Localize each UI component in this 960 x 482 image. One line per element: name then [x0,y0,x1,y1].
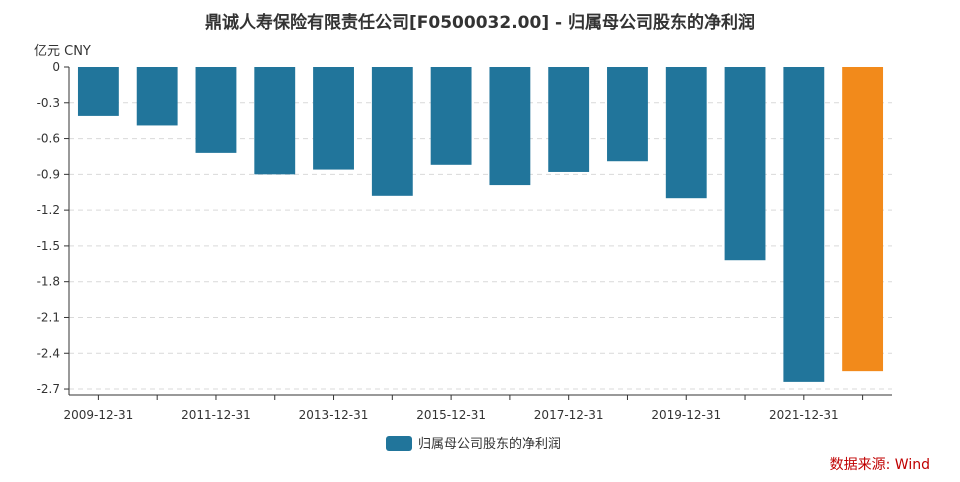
bar-series [77,67,884,382]
bar-2018-12-31 [607,67,648,162]
bar-2022-12-31 [842,67,884,372]
y-tick-label: -2.1 [37,310,60,324]
y-tick-label: -2.4 [37,346,60,360]
legend-label: 归属母公司股东的净利润 [418,436,561,452]
bar-2015-12-31 [430,67,472,165]
y-tick-label: -0.3 [37,96,60,110]
bar-2017-12-31 [548,67,590,172]
legend-swatch [386,436,412,451]
x-tick-label: 2011-12-31 [181,408,251,422]
y-tick-label: -0.6 [37,132,60,146]
bar-2019-12-31 [665,67,707,199]
bar-2014-12-31 [371,67,413,196]
bar-2020-12-31 [724,67,766,261]
y-axis-ticks: 0 -0.3 -0.6 -0.9 -1.2 -1.5 -1.8 -2.1 -2.4 -2.7 [37,60,69,396]
x-tick-label: 2017-12-31 [534,408,604,422]
y-axis-unit: 亿元 CNY [34,44,91,59]
bar-2016-12-31 [489,67,531,186]
x-tick-label: 2009-12-31 [64,408,134,422]
x-tick-label: 2019-12-31 [651,408,721,422]
x-tick-label: 2013-12-31 [299,408,369,422]
y-tick-label: -0.9 [37,167,60,181]
bar-2013-12-31 [313,67,354,170]
y-tick-label: -2.7 [37,382,60,396]
y-tick-label: -1.5 [37,239,60,253]
x-tick-label: 2015-12-31 [416,408,486,422]
y-tick-label: 0 [52,60,60,74]
y-tick-label: -1.2 [37,203,60,217]
bar-2011-12-31 [195,67,237,153]
data-source: 数据来源: Wind [830,457,930,473]
bar-2009-12-31 [77,67,119,116]
chart-title: 鼎诚人寿保险有限责任公司[F0500032.00] - 归属母公司股东的净利润 [205,12,755,33]
y-tick-label: -1.8 [37,275,60,289]
grid-lines [69,102,892,390]
bar-2012-12-31 [254,67,296,175]
x-tick-label: 2021-12-31 [769,408,839,422]
x-axis-ticks: 2009-12-31 2011-12-31 2013-12-31 2015-12-31… [64,395,864,422]
legend: 归属母公司股东的净利润 [386,436,561,452]
bar-2021-12-31 [783,67,825,382]
bar-2010-12-31 [136,67,178,126]
